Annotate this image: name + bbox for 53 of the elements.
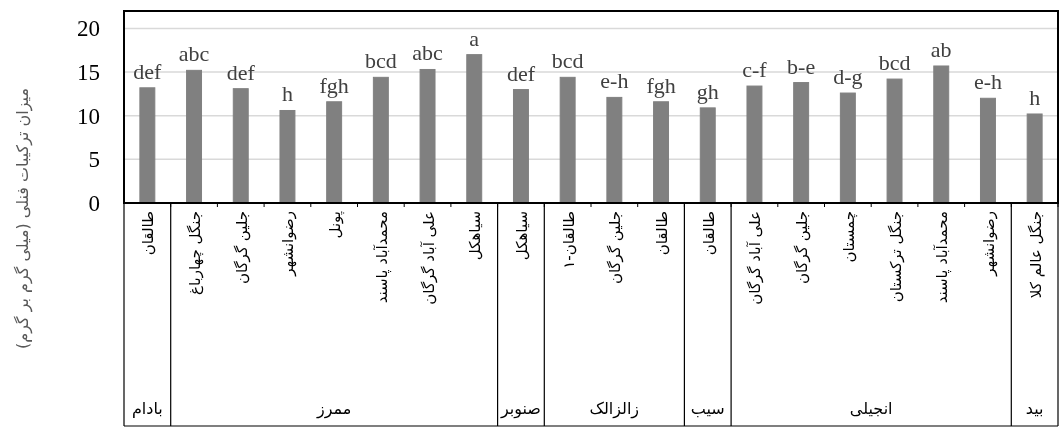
text: ممرز — [315, 399, 352, 419]
data-label: e-h — [600, 68, 629, 94]
x-tick-label: سیاهکل — [512, 211, 531, 261]
x-tick-label: محمدآباد پاسند — [933, 211, 953, 304]
y-tick-label: 10 — [77, 103, 100, 129]
data-label: h — [281, 81, 293, 107]
x-tick-label: طالقان-۱ — [559, 211, 578, 269]
x-tick-label: جلین گرگان — [793, 211, 812, 285]
data-label: abc — [412, 40, 444, 66]
text: بید — [1025, 399, 1044, 418]
x-tick-label: رضوانشهر — [979, 211, 998, 277]
data-label: abc — [178, 41, 210, 67]
y-tick-label: 5 — [88, 147, 100, 173]
x-tick-label: جلین گرگان — [232, 211, 251, 285]
x-tick-label: طالقان — [139, 211, 158, 256]
data-label: bcd — [364, 48, 397, 74]
data-label: ab — [930, 36, 952, 62]
x-tick-label: پونل — [326, 211, 346, 239]
data-label: c-f — [742, 57, 768, 83]
y-tick-label: 0 — [88, 191, 100, 216]
x-tick-label: علی آباد گرگان — [746, 211, 765, 305]
data-label: fgh — [646, 72, 676, 98]
data-label: def — [133, 58, 163, 84]
data-label: b-e — [787, 53, 816, 79]
y-axis-title: میزان ترکیبات فنلی (میلی گرم بر گرم) — [13, 87, 33, 350]
x-tick-label: جنگل عالم کلا — [1026, 211, 1045, 299]
x-tick-label: علی آباد گرگان — [419, 211, 438, 305]
x-tick-label: محمدآباد پاسند — [372, 211, 392, 304]
text: بادام — [131, 399, 163, 418]
x-tick-label: جنگل چهارباغ — [186, 211, 205, 295]
y-tick-label: 15 — [77, 60, 100, 86]
x-tick-label: جلین گرگان — [606, 211, 625, 285]
text: زالزالک — [589, 399, 640, 419]
x-tick-label: سیاهکل — [466, 211, 485, 261]
text: انجیلی — [849, 399, 893, 418]
data-label: h — [1029, 84, 1041, 110]
x-tick-label: چمستان — [839, 211, 858, 263]
data-label: fgh — [319, 72, 349, 98]
x-tick-label: طالقان — [699, 211, 718, 256]
data-label: bcd — [878, 50, 911, 76]
x-tick-label: جنگل ترکستان — [886, 211, 905, 303]
text: صنوبر — [499, 399, 541, 419]
data-label: e-h — [973, 69, 1002, 95]
y-tick-label: 20 — [77, 16, 100, 42]
data-label: d-g — [833, 64, 863, 90]
x-tick-label: رضوانشهر — [279, 211, 298, 277]
data-label: def — [226, 59, 256, 85]
data-label: gh — [696, 78, 719, 104]
data-label: bcd — [551, 48, 584, 74]
data-label: a — [469, 25, 480, 51]
x-tick-label: طالقان — [653, 211, 672, 256]
text: سیب — [690, 399, 725, 418]
data-label: def — [506, 60, 536, 86]
